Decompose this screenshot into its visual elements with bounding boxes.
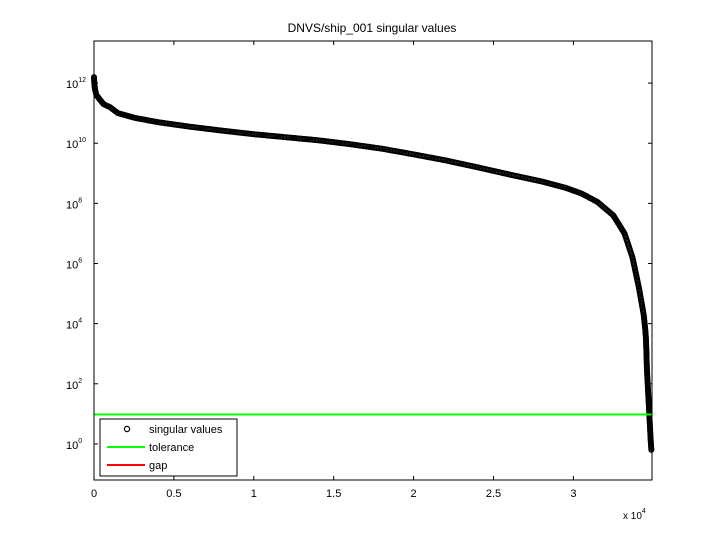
legend-label: gap bbox=[149, 460, 167, 472]
x-tick-label: 0.5 bbox=[166, 488, 181, 500]
x-tick-label: 3 bbox=[570, 488, 576, 500]
y-tick-label: 104 bbox=[66, 318, 82, 332]
axis-ticks: 0 0.5 1 1.5 2 2.5 3x 1041001021041061081010101… bbox=[66, 41, 652, 522]
y-tick-exp: 6 bbox=[78, 258, 82, 265]
y-tick-base: 10 bbox=[66, 260, 78, 272]
y-tick-label: 108 bbox=[66, 197, 82, 211]
y-tick-label: 102 bbox=[66, 378, 82, 392]
y-tick-label: 1010 bbox=[66, 137, 86, 151]
y-tick-label: 100 bbox=[66, 438, 82, 452]
y-tick-exp: 2 bbox=[78, 378, 82, 385]
y-tick-base: 10 bbox=[66, 139, 78, 151]
y-tick-exp: 8 bbox=[78, 197, 82, 204]
y-tick-base: 10 bbox=[66, 199, 78, 211]
x-multiplier-base: x 10 bbox=[623, 511, 642, 522]
singular-value-point bbox=[648, 446, 655, 453]
y-tick-base: 10 bbox=[66, 79, 78, 91]
y-tick-label: 106 bbox=[66, 258, 82, 272]
x-tick-label: 0 bbox=[91, 488, 97, 500]
legend-label: singular values bbox=[149, 424, 223, 436]
legend-label: tolerance bbox=[149, 442, 194, 454]
x-tick-label: 2 bbox=[411, 488, 417, 500]
x-multiplier-exp: 4 bbox=[642, 508, 646, 515]
y-tick-base: 10 bbox=[66, 320, 78, 332]
y-tick-exp: 4 bbox=[78, 318, 82, 325]
x-tick-label: 2.5 bbox=[486, 488, 501, 500]
legend: singular values tolerance gap bbox=[99, 418, 238, 477]
y-tick-exp: 12 bbox=[78, 77, 86, 84]
y-tick-label: 1012 bbox=[66, 77, 86, 91]
plot-frame bbox=[93, 40, 653, 481]
x-tick-label: 1 bbox=[251, 488, 257, 500]
legend-marker-singular-values bbox=[123, 425, 131, 433]
chart-title: DNVS/ship_001 singular values bbox=[288, 21, 457, 35]
x-multiplier-label: x 104 bbox=[623, 508, 646, 522]
y-tick-exp: 0 bbox=[78, 438, 82, 445]
y-tick-base: 10 bbox=[66, 440, 78, 452]
data-markers bbox=[90, 74, 655, 453]
y-tick-exp: 10 bbox=[78, 137, 86, 144]
y-tick-base: 10 bbox=[66, 380, 78, 392]
x-tick-label: 1.5 bbox=[326, 488, 341, 500]
